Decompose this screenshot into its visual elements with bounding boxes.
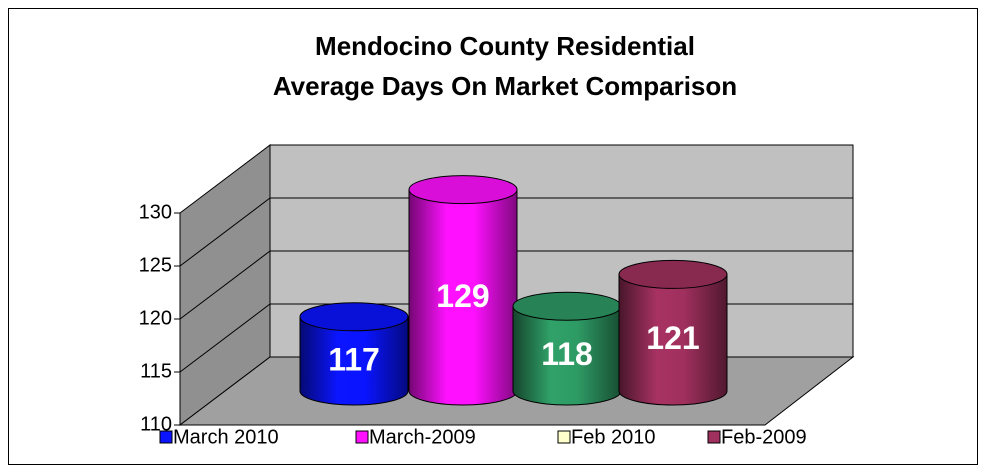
y-tick-label: 130: [139, 201, 172, 223]
cylinder-body: [512, 305, 622, 406]
cylinder-top: [408, 175, 518, 205]
legend-swatch: [557, 430, 571, 444]
legend-label: Feb 2010: [571, 426, 656, 448]
cylinder-top: [618, 259, 728, 289]
chart-title: Mendocino County Residential: [315, 31, 695, 61]
grid-line: [179, 250, 271, 320]
legend-swatch: [707, 430, 721, 444]
legend-swatch: [355, 430, 369, 444]
legend-swatch: [159, 430, 173, 444]
y-tick-label: 115: [140, 360, 172, 382]
grid-line: [179, 197, 271, 267]
cylinder-body: [299, 316, 409, 406]
legend-label: Feb-2009: [721, 426, 807, 448]
legend-label: March-2009: [369, 426, 476, 448]
cylinder-top: [512, 291, 622, 321]
y-tick-label: 120: [139, 307, 172, 329]
data-label: 129: [436, 278, 489, 314]
data-label: 118: [541, 336, 593, 372]
grid-line: [179, 303, 271, 373]
cylinder-body: [618, 273, 728, 406]
data-label: 121: [646, 320, 699, 356]
legend-label: March 2010: [173, 426, 279, 448]
cylinder-top: [299, 302, 409, 332]
y-tick-label: 110: [140, 413, 172, 435]
chart-title: Average Days On Market Comparison: [273, 71, 737, 101]
data-label: 117: [328, 341, 380, 377]
y-tick-label: 125: [139, 254, 172, 276]
